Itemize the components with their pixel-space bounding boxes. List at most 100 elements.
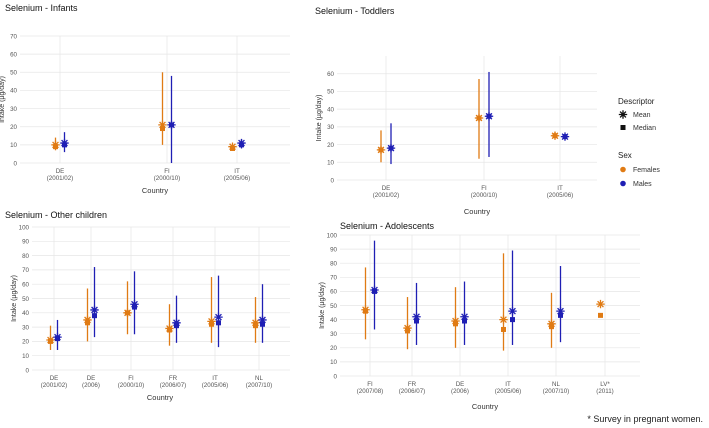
y-tick-label: 30 <box>327 124 334 131</box>
x-tick-sublabel: (2006) <box>82 382 100 389</box>
x-tick-label: FI <box>128 375 134 382</box>
y-tick-label: 50 <box>22 296 29 303</box>
x-tick-label: NL <box>552 381 560 388</box>
males-mean-point <box>53 332 62 342</box>
males-mean-point <box>556 306 565 316</box>
females-mean-point <box>251 318 260 328</box>
males-mean-point <box>370 285 379 295</box>
y-tick-label: 50 <box>327 89 334 96</box>
x-tick-label: DE <box>56 168 65 175</box>
males-median-point <box>92 313 97 319</box>
x-tick-sublabel: (2007/08) <box>357 388 384 395</box>
x-tick-label: FR <box>408 381 417 388</box>
males-mean-point <box>258 315 267 325</box>
y-tick-label: 40 <box>22 310 29 317</box>
females-mean-point <box>474 113 484 123</box>
y-axis-label: Intake (µg/day) <box>0 76 6 123</box>
x-tick-sublabel: (2005/06) <box>547 192 574 199</box>
x-tick-sublabel: (2006) <box>451 388 469 395</box>
x-tick-label: FR <box>169 375 178 382</box>
females-mean-point <box>451 316 460 326</box>
y-tick-label: 20 <box>10 124 17 131</box>
females-mean-point <box>51 140 60 150</box>
males-mean-point <box>167 120 176 130</box>
y-tick-label: 70 <box>330 275 337 282</box>
y-tick-label: 60 <box>327 71 334 78</box>
males-median-point <box>414 318 419 324</box>
females-mean-point <box>361 305 370 314</box>
y-tick-label: 30 <box>10 106 17 113</box>
x-axis-label: Country <box>142 186 169 195</box>
x-tick-sublabel: (2000/10) <box>471 192 498 199</box>
x-tick-sublabel: (2000/10) <box>118 382 145 389</box>
males-mean-point <box>560 132 570 141</box>
females-mean-point <box>550 131 560 140</box>
x-tick-sublabel: (2000/10) <box>154 175 181 182</box>
legend-sex-dot <box>620 166 626 173</box>
x-axis-label: Country <box>472 402 499 411</box>
females-mean-point <box>228 142 237 151</box>
legend-descriptor-label: Median <box>633 125 656 132</box>
y-tick-label: 80 <box>22 253 29 260</box>
x-tick-label: DE <box>87 375 96 382</box>
y-tick-label: 10 <box>327 160 334 167</box>
x-tick-label: DE <box>50 375 59 382</box>
x-axis-label: Country <box>464 207 491 216</box>
females-mean-point <box>158 120 167 130</box>
x-tick-label: NL <box>255 375 263 382</box>
x-tick-label: IT <box>234 168 240 175</box>
x-tick-label: FI <box>164 168 170 175</box>
y-tick-label: 50 <box>10 70 17 77</box>
y-tick-label: 20 <box>327 142 334 149</box>
panel-2: Selenium - Toddlers 0 10 20 30 40 50 60 Intake (… <box>315 6 597 216</box>
males-mean-point <box>90 305 99 315</box>
legend-sex-label: Females <box>633 167 660 174</box>
x-tick-label: IT <box>557 185 563 192</box>
males-median-point <box>510 317 515 323</box>
males-mean-point <box>484 112 494 121</box>
males-mean-point <box>508 306 517 316</box>
x-tick-label: IT <box>505 381 511 388</box>
y-axis-label: Intake (µg/day) <box>316 95 323 142</box>
x-tick-sublabel: (2006/07) <box>399 388 426 395</box>
panel-title: Selenium - Infants <box>5 3 78 13</box>
males-mean-point <box>172 318 181 328</box>
legend-sex-title: Sex <box>618 151 632 160</box>
males-median-point <box>462 318 467 324</box>
y-tick-label: 40 <box>10 88 17 95</box>
y-tick-label: 40 <box>330 317 337 324</box>
males-mean-point <box>386 143 396 153</box>
males-mean-point <box>460 312 469 321</box>
y-tick-label: 80 <box>330 261 337 268</box>
panel-title: Selenium - Toddlers <box>315 6 395 16</box>
females-median-point <box>501 326 506 332</box>
y-tick-label: 100 <box>19 224 30 231</box>
x-tick-label: LV* <box>600 381 610 388</box>
y-tick-label: 70 <box>22 267 29 274</box>
panel-4: Selenium - Adolescents 0 10 20 30 40 50 60 70 80 9… <box>319 221 640 411</box>
y-tick-label: 40 <box>327 106 334 113</box>
x-tick-label: FI <box>367 381 373 388</box>
females-median-point <box>598 312 603 318</box>
y-tick-label: 90 <box>22 239 29 246</box>
legend-descriptor-label: Mean <box>633 112 651 119</box>
y-tick-label: 10 <box>330 359 337 366</box>
x-tick-sublabel: (2005/06) <box>202 382 229 389</box>
y-axis-label: Intake (µg/day) <box>11 275 18 322</box>
males-mean-point <box>412 312 421 321</box>
x-tick-sublabel: (2005/06) <box>224 175 251 182</box>
y-tick-label: 60 <box>330 289 337 296</box>
y-tick-label: 30 <box>22 324 29 331</box>
y-tick-label: 70 <box>10 33 17 40</box>
x-tick-sublabel: (2001/02) <box>373 192 400 199</box>
males-mean-point <box>214 312 223 322</box>
females-mean-point <box>165 324 174 333</box>
y-axis-label: Intake (µg/day) <box>319 282 326 329</box>
x-tick-sublabel: (2001/02) <box>41 382 68 389</box>
females-mean-point <box>547 319 556 329</box>
y-tick-label: 0 <box>14 160 18 167</box>
y-tick-label: 0 <box>331 177 335 184</box>
males-median-point <box>216 320 221 326</box>
males-median-point <box>558 312 563 318</box>
x-tick-sublabel: (2001/02) <box>47 175 74 182</box>
